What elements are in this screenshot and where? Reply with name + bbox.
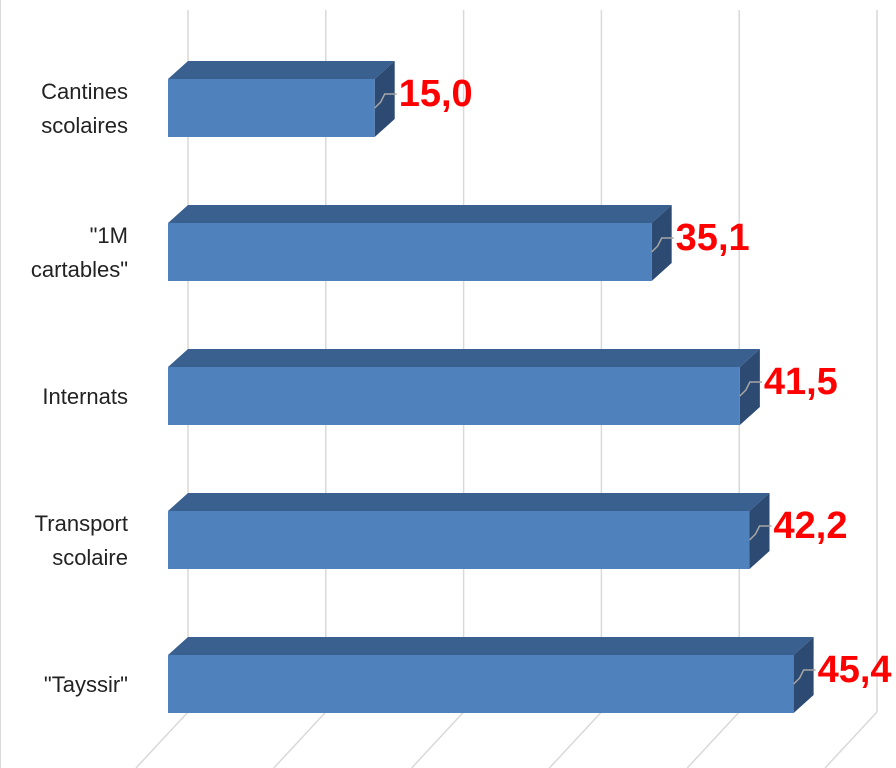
bar-front-2: [168, 367, 740, 425]
bar-4: [168, 637, 814, 713]
bar-front-1: [168, 223, 652, 281]
bar-side-1: [651, 205, 672, 281]
data-label-1: 35,1: [676, 217, 750, 259]
category-label-0-line-0: Cantines: [41, 79, 128, 104]
bars: [168, 61, 814, 713]
bar-front-3: [168, 511, 750, 569]
leader-line-3: [748, 525, 772, 541]
data-label-0: 15,0: [399, 73, 473, 115]
bar-1: [168, 205, 672, 281]
bar-side-3: [749, 493, 770, 569]
category-label-1-line-1: cartables": [31, 257, 128, 282]
data-label-2: 41,5: [764, 361, 838, 403]
category-label-2: Internats: [42, 384, 128, 409]
bar-side-2: [739, 349, 760, 425]
category-label-4: "Tayssir": [44, 672, 128, 697]
leader-line-2: [739, 381, 762, 397]
leader-line-0: [374, 93, 397, 109]
bar-side-0: [374, 61, 395, 137]
bar-3: [168, 493, 770, 569]
bar-top-4: [168, 637, 814, 655]
category-label-3-line-0: Transport: [35, 511, 128, 536]
bar-front-4: [168, 655, 794, 713]
bar-front-0: [168, 79, 375, 137]
bar-top-1: [168, 205, 672, 223]
floor-gridline-0: [135, 711, 189, 768]
labels: 15,0 Cantines scolaires 35,1 "1M cartables" 41…: [31, 73, 892, 697]
category-label-3-line-1: scolaire: [52, 545, 128, 570]
floor-gridline-3: [548, 711, 602, 768]
bar-2: [168, 349, 760, 425]
floor-gridline-4: [686, 711, 740, 768]
data-label-3: 42,2: [774, 505, 848, 547]
bar-0: [168, 61, 395, 137]
category-label-0-line-1: scolaires: [41, 113, 128, 138]
category-label-1-line-0: "1M: [90, 223, 128, 248]
leader-line-1: [651, 237, 674, 253]
bar-top-3: [168, 493, 770, 511]
leader-line-4: [793, 669, 816, 685]
bar-side-4: [793, 637, 814, 713]
floor-gridline-5: [824, 711, 878, 768]
floor-gridline-2: [411, 711, 465, 768]
bar-top-0: [168, 61, 395, 79]
data-label-4: 45,4: [818, 649, 892, 691]
bar-top-2: [168, 349, 760, 367]
floor-gridline-1: [273, 711, 327, 768]
